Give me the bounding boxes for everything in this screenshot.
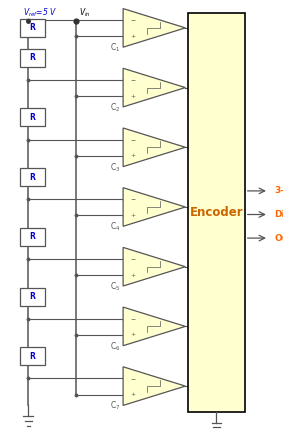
Bar [20, 168, 45, 186]
Polygon shape [123, 188, 185, 227]
Text: C$_{1}$: C$_{1}$ [110, 42, 120, 54]
Text: −: − [130, 316, 136, 321]
Polygon shape [123, 367, 185, 405]
Text: −: − [130, 376, 136, 381]
Text: +: + [130, 213, 136, 218]
Text: Encoder: Encoder [190, 206, 243, 219]
Text: Output: Output [275, 234, 283, 242]
Text: R: R [30, 233, 35, 242]
Text: −: − [130, 197, 136, 202]
Text: R: R [30, 24, 35, 32]
Text: +: + [130, 273, 136, 278]
Text: R: R [30, 292, 35, 301]
Text: C$_{4}$: C$_{4}$ [110, 221, 120, 233]
Polygon shape [123, 128, 185, 166]
Text: 3-Bit: 3-Bit [275, 187, 283, 195]
Text: −: − [130, 137, 136, 142]
Text: C$_{3}$: C$_{3}$ [110, 161, 120, 174]
Text: −: − [130, 257, 136, 261]
Polygon shape [123, 248, 185, 286]
Text: −: − [130, 77, 136, 82]
Text: C$_{5}$: C$_{5}$ [110, 281, 120, 293]
Text: C$_{6}$: C$_{6}$ [110, 340, 120, 353]
Text: C$_{2}$: C$_{2}$ [110, 102, 120, 114]
Text: +: + [130, 94, 136, 99]
Text: R: R [30, 113, 35, 122]
Text: +: + [130, 153, 136, 158]
Text: C$_{7}$: C$_{7}$ [110, 400, 120, 413]
Text: R: R [30, 172, 35, 181]
Bar [20, 109, 45, 127]
Bar [188, 13, 245, 412]
Text: −: − [130, 18, 136, 23]
Polygon shape [123, 68, 185, 107]
Text: +: + [130, 332, 136, 337]
Text: $V_{in}$: $V_{in}$ [79, 6, 91, 19]
Text: $V_{ref}$=5 V: $V_{ref}$=5 V [23, 6, 57, 19]
Polygon shape [123, 307, 185, 346]
Text: +: + [130, 392, 136, 397]
Text: R: R [30, 352, 35, 361]
Text: R: R [30, 53, 35, 62]
Polygon shape [123, 9, 185, 47]
Bar [20, 228, 45, 246]
Bar [20, 19, 45, 37]
Bar [20, 347, 45, 365]
Bar [20, 49, 45, 67]
Bar [20, 287, 45, 305]
Text: Digital: Digital [275, 210, 283, 219]
Text: +: + [130, 34, 136, 39]
